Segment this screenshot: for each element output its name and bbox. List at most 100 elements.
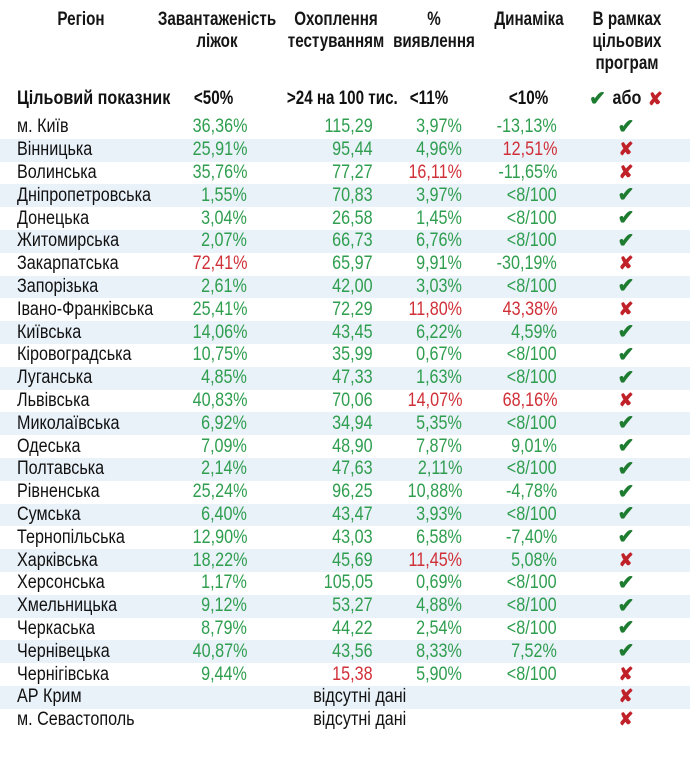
table-row: м. Севастополь відсутні дані ✘ [0,709,690,732]
region-cell: Херсонська [0,572,150,595]
region-name: Закарпатська [17,253,119,275]
region-name: Миколаївська [17,412,120,434]
dynamics-value: -30,19% [496,253,557,275]
dynamics-cell: <8/100 [467,276,562,299]
testing-cell: 43,45 [252,321,378,344]
testing-value: 115,29 [324,116,373,138]
beds-cell: 6,40% [150,504,252,527]
target-testing-cell: >24 на 100 тис. [252,86,398,116]
cross-icon: ✘ [647,88,663,109]
region-cell: Хмельницька [0,595,150,618]
header-detection-rate: % виявлення [378,0,475,86]
detection-value: 4,88% [416,595,462,617]
check-icon: ✔ [617,412,635,435]
beds-cell [150,686,252,709]
program-cell: ✔ [562,640,690,663]
beds-value: 9,44% [201,663,247,685]
beds-cell [150,709,252,732]
table-row: Львівська 40,83% 70,06 14,07% 68,16% ✘ [0,390,690,413]
table-row: Сумська 6,40% 43,47 3,93% <8/100 ✔ [0,503,690,527]
beds-value: 1,55% [201,184,247,206]
detection-cell: 5,90% [378,663,467,686]
target-row-label: Цільовий показник [17,88,171,109]
program-cell: ✔ [562,276,690,299]
region-name: Запорізька [17,275,99,297]
dynamics-value: <8/100 [507,412,557,434]
program-cell: ✔ [562,458,690,481]
beds-value: 1,17% [201,572,247,594]
beds-value: 25,41% [192,298,247,320]
check-icon: ✔ [617,594,635,617]
testing-value: 66,73 [332,230,373,252]
cross-icon: ✘ [618,161,634,182]
target-indicator-row: Цільовий показник <50% >24 на 100 тис. <… [0,86,690,116]
target-testing-value: >24 на 100 тис. [286,88,398,109]
detection-value: 3,97% [416,116,462,138]
detection-value: 3,03% [416,275,462,297]
dynamics-value: -11,65% [498,161,557,183]
beds-cell: 1,17% [150,572,252,595]
dynamics-value: <8/100 [507,184,557,206]
detection-value: 6,58% [416,526,462,548]
testing-cell: 44,22 [252,618,378,641]
table-row: Черкаська 8,79% 44,22 2,54% <8/100 ✔ [0,618,690,641]
region-cell: Тернопільська [0,526,150,549]
testing-cell: 43,03 [252,526,378,549]
beds-value: 25,24% [192,481,247,503]
header-bed-occupancy-label: Завантаженість ліжок [157,9,277,52]
testing-cell: 115,29 [252,116,378,139]
table-row: Одеська 7,09% 48,90 7,87% 9,01% ✔ [0,435,690,458]
beds-cell: 36,36% [150,116,252,139]
beds-value: 10,75% [192,344,247,366]
program-cell: ✘ [562,253,690,276]
target-beds-cell: <50% [150,86,252,116]
table-header: Регіон Завантаженість ліжок Охоплення те… [0,0,690,86]
testing-cell: 35,99 [252,344,378,367]
region-name: Харківська [17,549,98,571]
table-row: Харківська 18,22% 45,69 11,45% 5,08% ✘ [0,549,690,572]
testing-cell: 77,27 [252,162,378,185]
check-icon: ✔ [617,366,635,389]
detection-cell: 3,97% [378,116,467,139]
testing-value: 43,56 [332,640,373,662]
target-detection-cell: <11% [378,86,467,116]
header-region-label: Регіон [57,9,105,30]
region-name: АР Крим [17,686,82,708]
region-name: Київська [17,321,82,343]
check-icon: ✔ [617,343,635,366]
region-name: Кіровоградська [17,344,132,366]
beds-value: 7,09% [201,435,247,457]
check-icon: ✔ [617,321,635,344]
check-icon: ✔ [617,275,635,298]
table-row: Полтавська 2,14% 47,63 2,11% <8/100 ✔ [0,457,690,481]
detection-value: 3,97% [416,184,462,206]
detection-cell: 14,07% [378,390,467,413]
region-cell: Кіровоградська [0,344,150,367]
beds-value: 72,41% [192,253,247,275]
table-row: Хмельницька 9,12% 53,27 4,88% <8/100 ✔ [0,594,690,618]
beds-value: 2,07% [201,230,247,252]
header-region: Регіон [0,0,150,86]
region-name: м. Київ [17,116,69,138]
no-data-cell: відсутні дані [252,709,467,732]
no-data-label: відсутні дані [312,709,407,731]
testing-cell: 53,27 [252,595,378,618]
program-cell: ✔ [562,230,690,253]
header-target-programs-label: В рамках цільових програм [592,9,662,74]
dynamics-cell: 4,59% [467,321,562,344]
detection-value: 4,96% [416,139,462,161]
region-name: Сумська [17,503,81,525]
table-row: Чернігівська 9,44% 15,38 5,90% <8/100 ✘ [0,663,690,686]
testing-cell: 42,00 [252,276,378,299]
testing-cell: 96,25 [252,481,378,504]
table-row: Миколаївська 6,92% 34,94 5,35% <8/100 ✔ [0,412,690,436]
region-name: Вінницька [17,139,93,161]
program-cell: ✘ [562,663,690,686]
region-cell: Рівненська [0,481,150,504]
table-row: Луганська 4,85% 47,33 1,63% <8/100 ✔ [0,366,690,390]
dynamics-value: <8/100 [507,595,557,617]
dynamics-cell: -13,13% [467,116,562,139]
program-cell: ✔ [562,504,690,527]
dynamics-value: <8/100 [507,503,557,525]
